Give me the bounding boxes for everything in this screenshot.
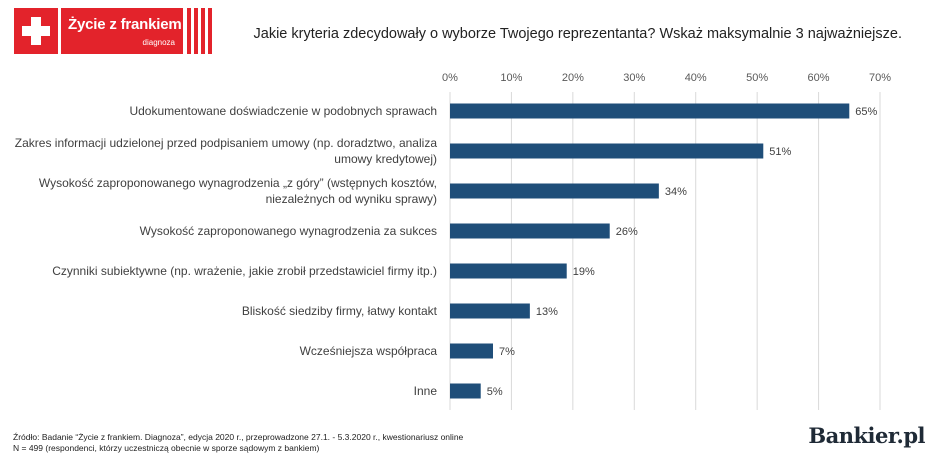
x-tick-label: 10%	[500, 72, 522, 84]
category-label: Bliskość siedziby firmy, łatwy kontakt	[241, 304, 437, 318]
bar	[450, 223, 610, 239]
x-tick-label: 0%	[442, 72, 458, 84]
data-label: 51%	[769, 146, 791, 158]
logo-stripe	[194, 8, 198, 54]
bar	[450, 183, 659, 199]
x-tick-label: 60%	[808, 72, 830, 84]
x-tick-label: 30%	[623, 72, 645, 84]
data-label: 7%	[499, 346, 515, 358]
category-label: Wysokość zaproponowanego wynagrodzenia z…	[139, 224, 437, 238]
bankier-logo: Bankier.pl	[808, 423, 925, 448]
category-label: Udokumentowane doświadczenie w podobnych…	[129, 104, 437, 118]
category-label: Wysokość zaproponowanego wynagrodzenia „…	[38, 176, 437, 206]
logo-subtitle: diagnoza	[142, 38, 175, 47]
logo-stripe	[201, 8, 205, 54]
logo-text-box: Życie z frankiem diagnoza	[61, 8, 183, 54]
data-label: 19%	[573, 266, 595, 278]
data-label: 65%	[855, 106, 877, 118]
swiss-cross-icon	[14, 8, 58, 54]
bar	[450, 263, 567, 279]
bar	[450, 343, 493, 359]
x-tick-label: 50%	[746, 72, 768, 84]
data-label: 34%	[665, 186, 687, 198]
logo-stripe	[187, 8, 191, 54]
source-line-1: Źródło: Badanie “Życie z frankiem. Diagn…	[13, 432, 464, 442]
data-label: 26%	[616, 226, 638, 238]
logo-stripe	[208, 8, 212, 54]
x-tick-label: 40%	[685, 72, 707, 84]
bar	[450, 303, 530, 319]
chart-question: Jakie kryteria zdecydowały o wyborze Two…	[253, 26, 903, 42]
bar	[450, 383, 481, 399]
x-tick-label: 70%	[869, 72, 891, 84]
category-label: Inne	[413, 384, 437, 398]
data-label: 5%	[487, 386, 503, 398]
logo-title: Życie z frankiem	[68, 16, 182, 33]
category-label: Zakres informacji udzielonej przed podpi…	[14, 136, 437, 166]
source-line-2: N = 499 (respondenci, którzy uczestniczą…	[13, 443, 320, 453]
zycie-z-frankiem-logo: Życie z frankiem diagnoza	[14, 8, 214, 54]
category-label: Czynniki subiektywne (np. wrażenie, jaki…	[52, 264, 437, 278]
category-label: Wcześniejsza współpraca	[299, 344, 437, 358]
x-tick-label: 20%	[562, 72, 584, 84]
bar	[450, 103, 850, 119]
source-note: Źródło: Badanie “Życie z frankiem. Diagn…	[13, 432, 463, 454]
bar	[450, 143, 764, 159]
data-label: 13%	[536, 306, 558, 318]
